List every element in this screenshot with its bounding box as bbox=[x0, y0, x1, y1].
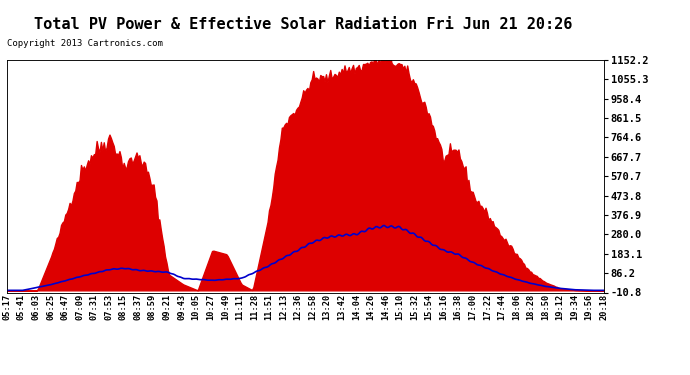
Text: 08:15: 08:15 bbox=[119, 294, 128, 320]
Text: 20:18: 20:18 bbox=[599, 294, 609, 320]
Text: 08:59: 08:59 bbox=[148, 294, 157, 320]
Text: 07:09: 07:09 bbox=[75, 294, 84, 320]
Text: Total PV Power & Effective Solar Radiation Fri Jun 21 20:26: Total PV Power & Effective Solar Radiati… bbox=[34, 17, 573, 32]
Text: 06:47: 06:47 bbox=[61, 294, 70, 320]
Text: 11:28: 11:28 bbox=[250, 294, 259, 320]
Text: 14:46: 14:46 bbox=[381, 294, 390, 320]
Text: 08:37: 08:37 bbox=[133, 294, 142, 320]
Text: 15:10: 15:10 bbox=[395, 294, 404, 320]
Text: 10:49: 10:49 bbox=[221, 294, 230, 320]
Text: 05:41: 05:41 bbox=[17, 294, 26, 320]
Text: 13:42: 13:42 bbox=[337, 294, 346, 320]
Text: 07:53: 07:53 bbox=[104, 294, 113, 320]
Text: Copyright 2013 Cartronics.com: Copyright 2013 Cartronics.com bbox=[7, 39, 163, 48]
Text: 16:38: 16:38 bbox=[454, 294, 463, 320]
Text: 18:06: 18:06 bbox=[512, 294, 521, 320]
Text: 18:28: 18:28 bbox=[526, 294, 535, 320]
Text: 14:26: 14:26 bbox=[366, 294, 375, 320]
Text: 19:56: 19:56 bbox=[584, 294, 593, 320]
Text: 17:22: 17:22 bbox=[483, 294, 492, 320]
Text: 06:25: 06:25 bbox=[46, 294, 55, 320]
Text: 17:00: 17:00 bbox=[469, 294, 477, 320]
Text: 13:20: 13:20 bbox=[323, 294, 332, 320]
Text: 05:17: 05:17 bbox=[2, 294, 12, 320]
Text: 09:21: 09:21 bbox=[163, 294, 172, 320]
Text: 09:43: 09:43 bbox=[177, 294, 186, 320]
Text: 15:54: 15:54 bbox=[424, 294, 433, 320]
Text: 12:58: 12:58 bbox=[308, 294, 317, 320]
Text: 11:11: 11:11 bbox=[235, 294, 244, 320]
Text: 06:03: 06:03 bbox=[32, 294, 41, 320]
Text: Radiation (Effective w/m2): Radiation (Effective w/m2) bbox=[298, 28, 451, 38]
Text: 12:36: 12:36 bbox=[293, 294, 302, 320]
Text: 19:34: 19:34 bbox=[570, 294, 579, 320]
Text: 11:51: 11:51 bbox=[264, 294, 273, 320]
Text: PV Panels  (DC Watts): PV Panels (DC Watts) bbox=[477, 28, 600, 38]
Text: 16:16: 16:16 bbox=[439, 294, 448, 320]
Text: 15:32: 15:32 bbox=[410, 294, 419, 320]
Text: 18:50: 18:50 bbox=[541, 294, 550, 320]
Text: 12:13: 12:13 bbox=[279, 294, 288, 320]
Text: 19:12: 19:12 bbox=[555, 294, 564, 320]
Text: 14:04: 14:04 bbox=[352, 294, 361, 320]
Text: 10:27: 10:27 bbox=[206, 294, 215, 320]
Text: 10:05: 10:05 bbox=[192, 294, 201, 320]
Text: 07:31: 07:31 bbox=[90, 294, 99, 320]
Text: 17:44: 17:44 bbox=[497, 294, 506, 320]
